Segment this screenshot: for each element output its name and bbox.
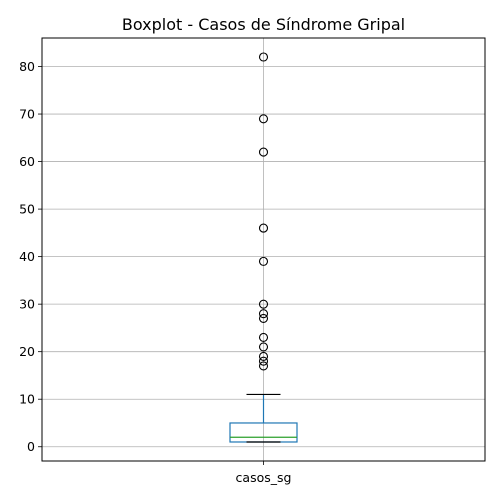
outlier-point xyxy=(258,342,269,352)
y-tick-label: 40 xyxy=(19,249,35,264)
y-tick-label: 30 xyxy=(19,297,35,312)
outlier-point xyxy=(258,361,269,371)
y-tick-label: 60 xyxy=(19,154,35,169)
y-tick-label: 10 xyxy=(19,392,35,407)
y-tick-label: 20 xyxy=(19,344,35,359)
x-tick-label: casos_sg xyxy=(236,470,292,485)
outlier-point xyxy=(258,356,269,366)
outlier-point xyxy=(258,332,269,342)
axis-layer: 0 10 20 30 40 50 60 70 80 casos_sg xyxy=(19,59,291,485)
outlier-point xyxy=(258,351,269,361)
y-tick-label: 50 xyxy=(19,202,35,217)
chart-title: Boxplot - Casos de Síndrome Gripal xyxy=(122,15,405,34)
grid-layer xyxy=(42,38,485,461)
outlier-point xyxy=(258,147,269,157)
outlier-point xyxy=(258,299,269,309)
outlier-point xyxy=(258,256,269,266)
y-tick-label: 70 xyxy=(19,107,35,122)
outlier-point xyxy=(258,309,269,319)
outlier-point xyxy=(258,223,269,233)
data-layer xyxy=(229,52,298,443)
outlier-point xyxy=(258,313,269,323)
y-tick-label: 80 xyxy=(19,59,35,74)
outlier-point xyxy=(258,52,269,62)
outlier-point xyxy=(258,114,269,124)
y-tick-label: 0 xyxy=(27,439,35,454)
